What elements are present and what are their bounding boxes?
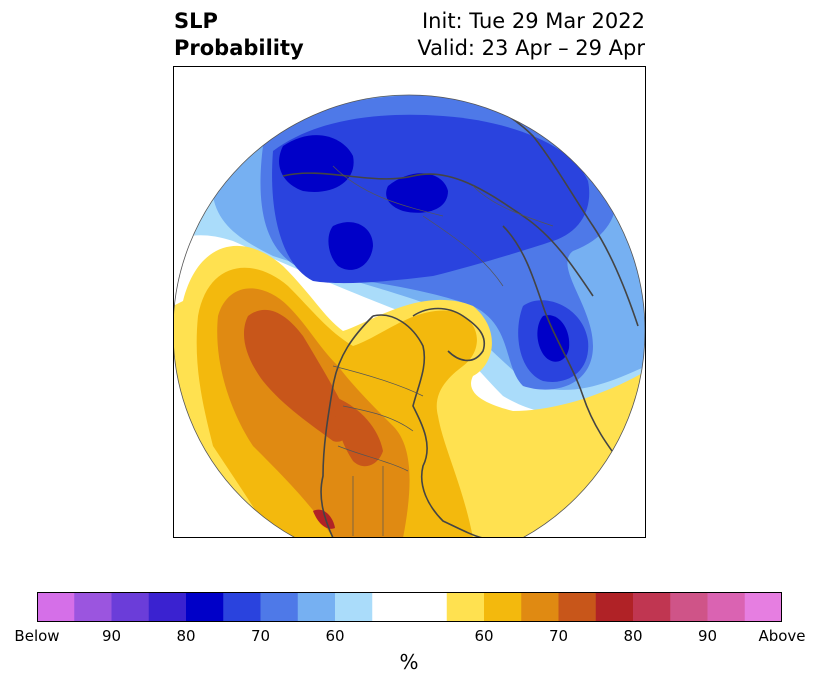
colorbar-segment: [558, 592, 597, 622]
borders: [332, 165, 554, 536]
colorbar-segment: [707, 592, 746, 622]
colorbar-tick-label: 70: [250, 627, 271, 645]
colorbar-segment: [186, 592, 224, 622]
colorbar-segment: [521, 592, 559, 622]
colorbar-tick-label: 70: [548, 627, 569, 645]
probability-map: [173, 66, 646, 538]
colorbar-segment: [446, 592, 485, 622]
colorbar-tick-label: Above: [758, 627, 806, 645]
colorbar-segment: [484, 592, 522, 622]
colorbar-segment: [74, 592, 112, 622]
colorbar-tick-label: 80: [623, 627, 643, 645]
colorbar: [37, 592, 782, 622]
below-80-region-3: [328, 222, 373, 270]
colorbar-segment: [111, 592, 150, 622]
chart-title-left: SLP Probability: [174, 8, 304, 62]
below-80-region: [279, 135, 354, 192]
colorbar-segment: [670, 592, 708, 622]
colorbar-tick-label: 60: [325, 627, 345, 645]
colorbar-tick-label: Below: [14, 627, 60, 645]
valid-range: Valid: 23 Apr – 29 Apr: [417, 36, 645, 60]
below-80-region-2: [386, 173, 448, 213]
colorbar-tick-label: 80: [176, 627, 196, 645]
colorbar-tick-label: 60: [474, 627, 494, 645]
colorbar-segment: [372, 592, 410, 622]
colorbar-segment: [37, 592, 75, 622]
chart-title-right: Init: Tue 29 Mar 2022 Valid: 23 Apr – 29…: [417, 8, 645, 62]
colorbar-segment: [223, 592, 261, 622]
colorbar-tick-label: 90: [101, 627, 122, 645]
init-date: Init: Tue 29 Mar 2022: [421, 9, 645, 33]
colorbar-tick-label: 90: [697, 627, 718, 645]
colorbar-segment: [148, 592, 187, 622]
colorbar-segment: [260, 592, 299, 622]
colorbar-segment: [297, 592, 336, 622]
above-70-region: [243, 309, 349, 442]
title-product: Probability: [174, 36, 304, 60]
below-80-region-4: [537, 315, 570, 362]
title-variable: SLP: [174, 9, 218, 33]
coastlines: [282, 95, 639, 538]
colorbar-segment: [335, 592, 373, 622]
colorbar-segment: [633, 592, 671, 622]
colorbar-segment: [595, 592, 634, 622]
above-80-region: [313, 509, 335, 529]
colorbar-segment: [744, 592, 782, 622]
colorbar-label: %: [399, 650, 419, 674]
colorbar-border: [37, 592, 782, 622]
above-70-region-2: [333, 396, 383, 467]
colorbar-segment: [409, 592, 448, 622]
